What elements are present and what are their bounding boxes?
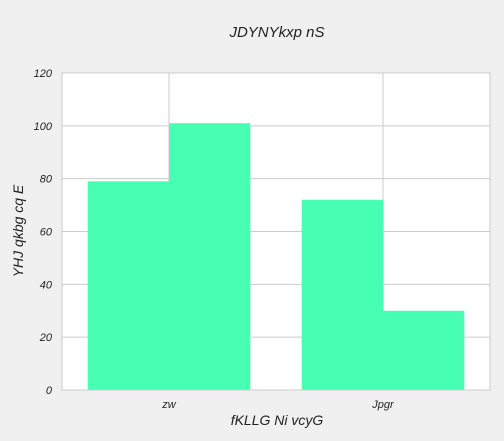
- y-tick-label: 80: [40, 174, 53, 186]
- bar-zw-series-1: [87, 181, 169, 390]
- bar-Jpgr-series-1: [301, 199, 383, 390]
- y-tick-label: 60: [40, 227, 53, 239]
- bar-zw-series-2: [169, 123, 251, 391]
- bar-Jpgr-series-2: [383, 310, 465, 390]
- plot-frame: [61, 72, 491, 391]
- y-tick-label: 120: [34, 68, 53, 80]
- x-tick-label: Jpgr: [371, 399, 395, 411]
- x-tick-label: zw: [161, 399, 177, 411]
- bars: [87, 123, 465, 391]
- y-tick-label: 40: [40, 279, 53, 291]
- y-axis-label: YHJ qkbg cq E: [10, 184, 26, 277]
- y-tick-label: 100: [34, 121, 53, 133]
- y-tick-label: 20: [39, 332, 53, 344]
- y-tick-labels: 0 20 40 60 80 100 120: [34, 68, 53, 397]
- y-tick-label: 0: [46, 385, 53, 397]
- x-axis-label: fKLLG Ni vcyG: [231, 412, 324, 428]
- chart-title: JDYNYkxp nS: [228, 24, 324, 41]
- x-tick-labels: zw Jpgr: [161, 399, 395, 411]
